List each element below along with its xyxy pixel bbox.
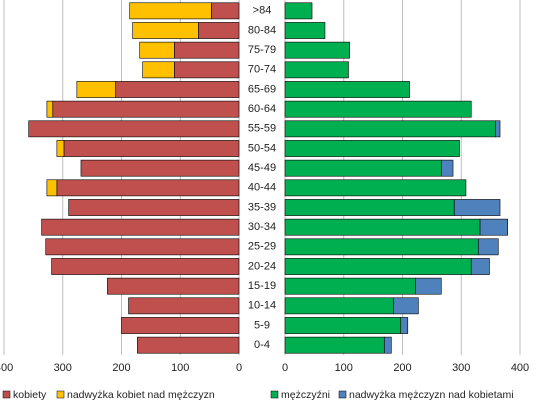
bar	[284, 277, 416, 295]
category-label: 0-4	[254, 339, 270, 351]
category-label: 65-69	[248, 83, 276, 95]
bar	[51, 258, 240, 275]
x-tick-label: 300	[452, 362, 470, 374]
legend-label: nadwyżka mężczyzn nad kobietami	[349, 389, 514, 401]
bar	[284, 22, 326, 39]
x-tick-label: 100	[335, 362, 353, 374]
bar	[383, 336, 392, 354]
bar	[284, 179, 467, 197]
bar	[284, 238, 479, 256]
bar	[479, 218, 508, 236]
bar	[129, 2, 212, 20]
bar	[284, 159, 442, 177]
bar	[477, 238, 499, 256]
bar	[400, 317, 409, 334]
bar	[80, 159, 240, 177]
category-label: 50-54	[248, 142, 276, 154]
category-label: 40-44	[248, 182, 276, 194]
bar	[46, 179, 58, 197]
bar	[284, 336, 385, 354]
category-label: 35-39	[248, 201, 276, 213]
bar	[284, 258, 472, 275]
legend-swatch	[56, 390, 65, 399]
bar	[139, 41, 175, 59]
category-label: 75-79	[248, 44, 276, 56]
category-label: >84	[253, 5, 272, 17]
bar	[63, 140, 240, 157]
bar	[284, 317, 402, 334]
bar	[137, 336, 240, 354]
x-tick-label: 400	[0, 362, 13, 374]
bar	[284, 81, 410, 98]
x-tick-label: 0	[282, 362, 288, 374]
bar	[284, 199, 455, 216]
x-tick-label: 100	[171, 362, 189, 374]
legend-swatch	[270, 390, 279, 399]
category-label: 60-64	[248, 103, 276, 115]
x-tick-label: 400	[511, 362, 529, 374]
x-tick-label: 0	[236, 362, 242, 374]
bar	[46, 100, 54, 118]
category-label: 70-74	[248, 64, 276, 76]
category-label: 25-29	[248, 241, 276, 253]
bar	[128, 297, 240, 315]
bar	[115, 81, 240, 98]
bar	[142, 61, 175, 79]
bar	[284, 297, 394, 315]
bar	[495, 120, 501, 138]
category-label: 80-84	[248, 24, 276, 36]
legend-swatch	[338, 390, 347, 399]
bar	[76, 81, 116, 98]
bar	[45, 238, 240, 256]
category-label: 30-34	[248, 221, 276, 233]
bar	[174, 41, 240, 59]
bar	[440, 159, 454, 177]
x-tick-label: 200	[112, 362, 130, 374]
bar	[56, 179, 240, 197]
bar	[393, 297, 419, 315]
x-tick-label: 300	[54, 362, 72, 374]
bar	[284, 140, 460, 157]
legend-label: nadwyżka kobiet nad mężczyzn	[67, 389, 215, 401]
bar	[107, 277, 240, 295]
bar	[284, 218, 481, 236]
x-tick-label: 200	[393, 362, 411, 374]
bar	[284, 41, 350, 59]
bar	[132, 22, 199, 39]
category-label: 45-49	[248, 162, 276, 174]
bar	[68, 199, 240, 216]
legend-label: mężczyźni	[281, 389, 330, 401]
bar	[52, 100, 240, 118]
bar	[121, 317, 240, 334]
bar	[453, 199, 501, 216]
bar	[284, 100, 472, 118]
bar	[284, 2, 313, 20]
category-label: 15-19	[248, 280, 276, 292]
bar	[211, 2, 240, 20]
bar	[28, 120, 240, 138]
legend-swatch	[2, 390, 11, 399]
bar	[284, 120, 496, 138]
bar	[284, 61, 349, 79]
bar	[41, 218, 240, 236]
bar	[56, 140, 65, 157]
bar	[198, 22, 240, 39]
bar	[415, 277, 442, 295]
bar	[470, 258, 490, 275]
category-label: 10-14	[248, 300, 276, 312]
category-label: 5-9	[254, 319, 270, 331]
legend-label: kobiety	[13, 389, 47, 401]
category-label: 20-24	[248, 260, 276, 272]
category-label: 55-59	[248, 123, 276, 135]
bar	[174, 61, 240, 79]
